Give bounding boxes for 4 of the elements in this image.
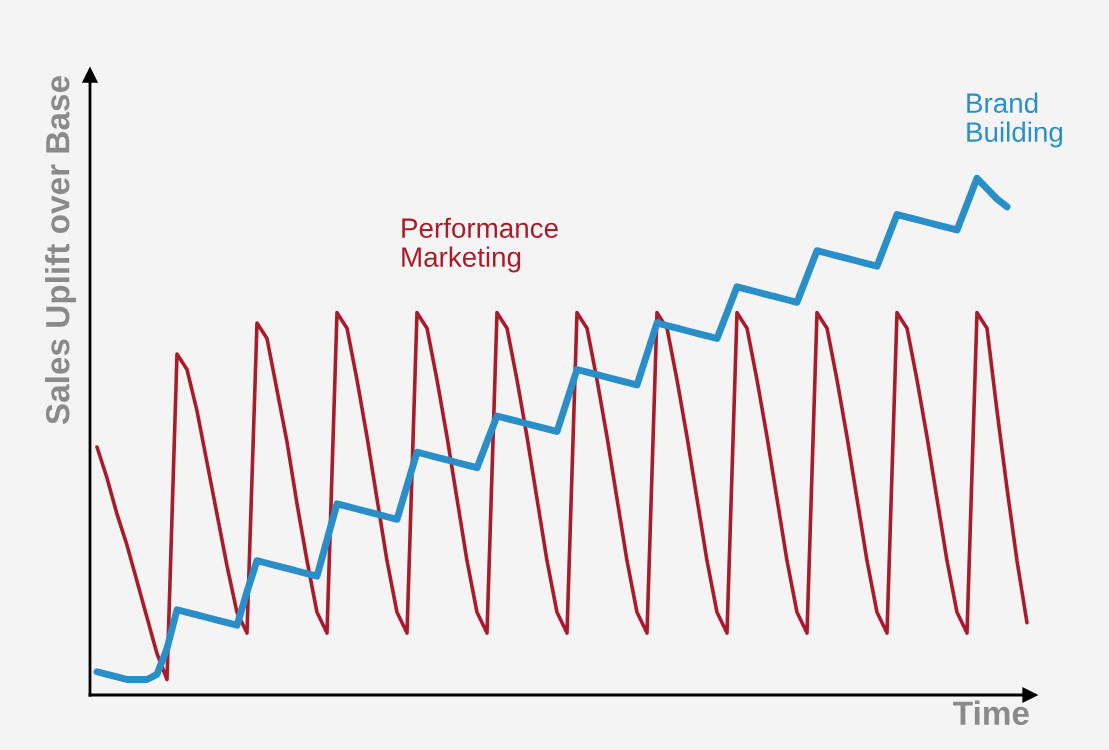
x-axis-title: Time — [953, 700, 1029, 726]
y-axis-title: Sales Uplift over Base — [45, 76, 77, 425]
series-label: Brand Building — [967, 92, 1063, 148]
series-label: Performance Marketing — [402, 217, 558, 273]
